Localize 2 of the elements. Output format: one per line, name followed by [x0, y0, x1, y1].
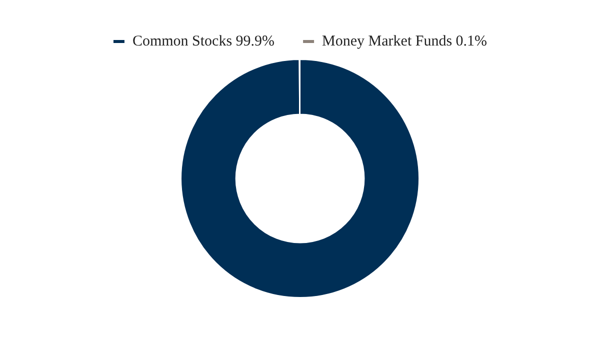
legend-label: Money Market Funds 0.1%	[322, 33, 488, 50]
legend-label: Common Stocks 99.9%	[132, 33, 275, 50]
